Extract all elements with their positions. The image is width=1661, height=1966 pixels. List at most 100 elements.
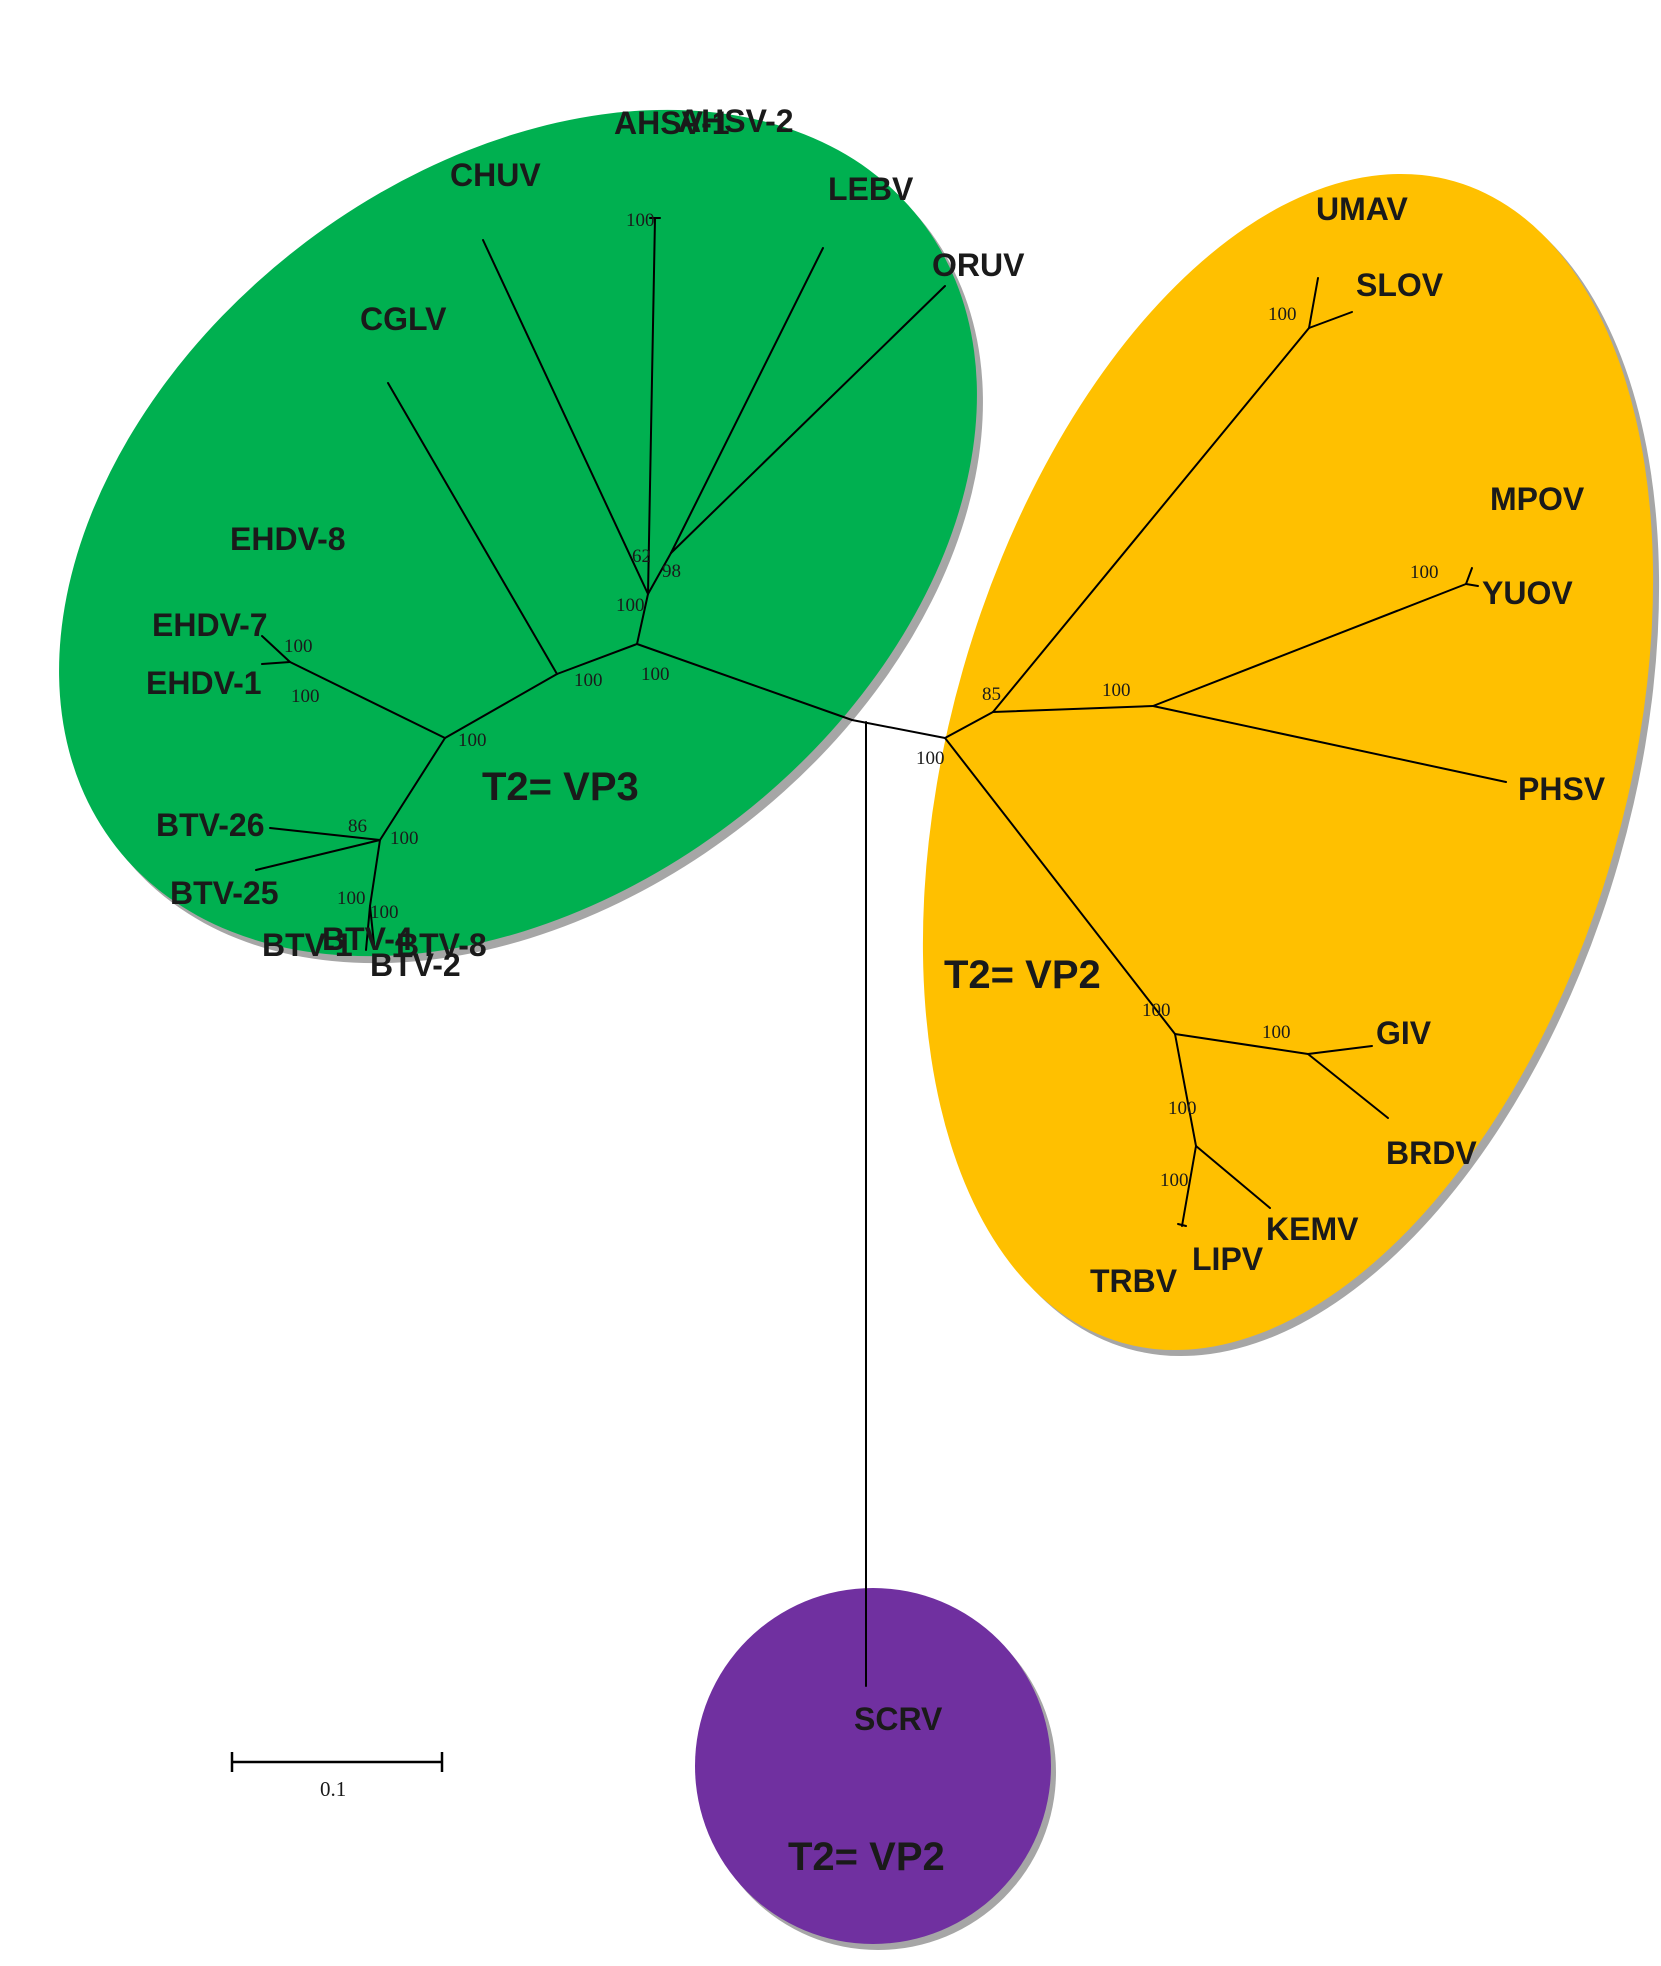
branch-mpov [1465, 567, 1473, 585]
clade-vp3 [59, 109, 983, 964]
taxon-btv25: BTV-25 [170, 875, 278, 911]
branch-umav-slov [992, 327, 1310, 713]
branch-vp3-cglv-node [556, 643, 638, 675]
branch-ehdv1 [261, 661, 291, 665]
taxon-ehdv1: EHDV-1 [146, 665, 262, 701]
taxon-trbv: TRBV [1090, 1263, 1178, 1299]
branch-btv-tip-b [369, 905, 375, 945]
branch-mpov-phsv [992, 705, 1154, 713]
taxon-btv8: BTV-8 [396, 927, 487, 963]
taxon-yuov: YUOV [1482, 575, 1573, 611]
support-tick-clade: 85 [982, 684, 1001, 705]
taxon-umav: UMAV [1316, 191, 1409, 227]
clade-scrv [695, 1588, 1056, 1950]
support-kemv-node: 100 [1168, 1098, 1197, 1119]
branch-oruv [670, 285, 946, 554]
branch-phsv [1152, 705, 1507, 783]
taxon-oruv: ORUV [932, 247, 1025, 283]
support-lipv-trbv: 100 [1160, 1170, 1189, 1191]
support-ehdv7-1: 100 [284, 636, 313, 657]
taxon-ehdv7: EHDV-7 [152, 607, 268, 643]
group-title-vp3: T2= VP3 [482, 765, 639, 809]
branch-btv-sub [369, 839, 381, 907]
support-vp3-root: 100 [641, 664, 670, 685]
tree-branches [255, 217, 1507, 1687]
taxon-mpov: MPOV [1490, 481, 1585, 517]
taxon-btv4: BTV-4 [322, 921, 413, 957]
branch-root-vp3 [636, 643, 853, 721]
support-lebv-oruv: 98 [662, 561, 681, 582]
support-cglv-node: 100 [574, 670, 603, 691]
branch-vp3-afr [636, 593, 649, 645]
taxon-ehdv8: EHDV-8 [230, 521, 346, 557]
support-kemv-clade: 100 [1142, 1000, 1171, 1021]
support-giv-brdv-node: 100 [1262, 1022, 1291, 1043]
branch-culicoides [444, 673, 558, 739]
branch-ehdv-clade [289, 661, 446, 739]
clade-vp2 [922, 173, 1660, 1357]
branch-kemv-clade [944, 737, 1176, 1035]
branch-brdv [1307, 1053, 1389, 1119]
support-vp2-root: 100 [916, 748, 945, 769]
branch-kemv [1195, 1145, 1271, 1209]
support-umav-slov: 100 [1268, 304, 1297, 325]
branch-cglv [387, 382, 558, 675]
branch-root-vp2 [851, 719, 946, 739]
taxon-btv1: BTV-1 [262, 927, 353, 963]
branch-yuov [1465, 583, 1479, 587]
support-values: 100 62 98 100 100 100 100 100 100 86 100… [284, 210, 1439, 1191]
support-afr-clade: 100 [616, 595, 645, 616]
support-btv-sub1: 100 [337, 888, 366, 909]
support-ehdv-clade: 100 [291, 686, 320, 707]
branch-btv26 [269, 827, 381, 841]
taxon-scrv: SCRV [854, 1701, 943, 1737]
branch-kemv-node [1174, 1033, 1197, 1147]
clade-vp2-area [922, 173, 1654, 1351]
taxon-labels: AHSV-1 AHSV-2 CHUV LEBV ORUV CGLV EHDV-8… [146, 103, 1606, 1737]
taxon-btv2: BTV-2 [370, 947, 461, 983]
branch-ehdv7 [261, 635, 291, 663]
support-mpov-yuov-phsv: 100 [1102, 680, 1131, 701]
support-culicoides: 100 [458, 730, 487, 751]
branch-btv-tip-a [365, 905, 371, 951]
taxon-brdv: BRDV [1386, 1135, 1477, 1171]
branch-afr-lebv-oruv [647, 552, 672, 595]
branch-lipv-trbv-tips [1177, 1223, 1187, 1227]
taxon-kemv: KEMV [1266, 1211, 1359, 1247]
support-chuv-node: 62 [632, 546, 651, 567]
branch-slov [1308, 311, 1353, 329]
group-title-scrv: T2= VP2 [788, 1835, 945, 1879]
branch-lebv [670, 247, 824, 554]
taxon-ahsv2: AHSV-2 [678, 103, 794, 139]
branch-afr-chuv [482, 239, 649, 595]
taxon-ahsv1: AHSV-1 [614, 105, 730, 141]
taxon-lebv: LEBV [828, 171, 914, 207]
support-ahsv: 100 [626, 210, 655, 231]
branch-lipv-trbv [1181, 1145, 1197, 1227]
taxon-giv: GIV [1376, 1015, 1432, 1051]
taxon-phsv: PHSV [1518, 771, 1606, 807]
taxon-lipv: LIPV [1192, 1241, 1264, 1277]
branch-giv-brdv-node [1174, 1033, 1309, 1055]
taxon-btv26: BTV-26 [156, 807, 264, 843]
support-btv-sub2: 100 [370, 902, 399, 923]
branch-btv25 [255, 839, 381, 871]
branch-mpov-yuov [1152, 583, 1467, 707]
support-mpov-yuov: 100 [1410, 562, 1439, 583]
branch-giv [1307, 1045, 1373, 1055]
clade-vp3-area [59, 109, 977, 957]
branch-afr-ahsv [647, 217, 656, 595]
support-btv-node: 86 [348, 816, 367, 837]
branch-umav [1308, 277, 1319, 329]
support-btv-clade: 100 [390, 828, 419, 849]
group-title-vp2: T2= VP2 [944, 953, 1101, 997]
branch-btv-clade [379, 737, 446, 841]
branch-tick-clade [944, 711, 994, 739]
scale-bar-label: 0.1 [320, 1777, 346, 1801]
clade-scrv-area [695, 1588, 1051, 1944]
scale-bar: 0.1 [230, 1752, 444, 1801]
taxon-cglv: CGLV [360, 301, 447, 337]
group-titles: T2= VP3 T2= VP2 T2= VP2 [482, 765, 1101, 1879]
taxon-chuv: CHUV [450, 157, 541, 193]
